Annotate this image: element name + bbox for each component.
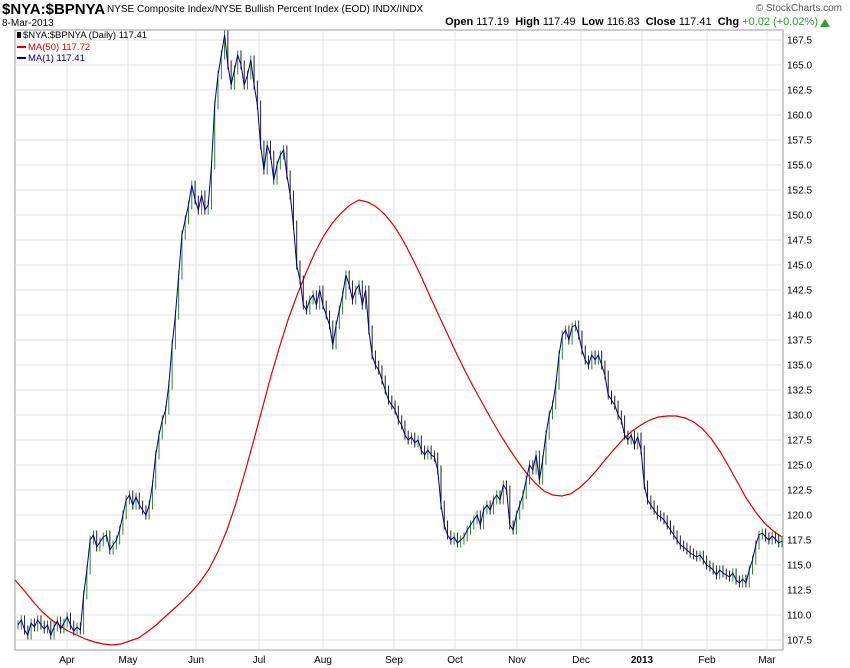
y-tick-label: 107.5: [787, 636, 812, 647]
x-tick-label: Nov: [508, 655, 526, 666]
legend-label-ratio: $NYA:$BPNYA (Daily) 117.41: [23, 30, 148, 41]
legend-item-ma50: MA(50) 117.72: [17, 42, 90, 53]
y-tick-label: 135.0: [787, 361, 812, 372]
y-tick-label: 140.0: [787, 311, 812, 322]
legend-label-ma1: MA(1) 117.41: [28, 53, 85, 64]
y-tick-label: 120.0: [787, 511, 812, 522]
y-tick-label: 137.5: [787, 336, 812, 347]
y-tick-label: 145.0: [787, 261, 812, 272]
legend-item-ratio: $NYA:$BPNYA (Daily) 117.41: [17, 30, 147, 41]
y-tick-label: 125.0: [787, 461, 812, 472]
y-tick-label: 117.5: [787, 536, 812, 547]
change-up-icon: [820, 19, 830, 27]
x-tick-label: Aug: [314, 655, 332, 666]
chart-description: NYSE Composite Index/NYSE Bullish Percen…: [107, 4, 424, 15]
y-tick-label: 130.0: [787, 411, 812, 422]
low-value: 116.83: [606, 16, 640, 28]
x-tick-label: Apr: [59, 655, 75, 666]
close-value: 117.41: [678, 16, 712, 28]
ohlc-readout: Open 117.19 High 117.49 Low 116.83 Close…: [445, 16, 818, 28]
y-tick-label: 112.5: [787, 586, 812, 597]
legend-swatch-ma1: [17, 57, 26, 60]
x-tick-label: May: [119, 655, 138, 666]
high-label: High: [515, 16, 540, 28]
open-label: Open: [445, 16, 474, 28]
x-tick-label: 2013: [631, 655, 654, 666]
chart-date: 8-Mar-2013: [2, 18, 54, 29]
legend-swatch-ma50: [17, 46, 26, 49]
open-value: 117.19: [476, 16, 510, 28]
chart-symbol: $NYA:$BPNYA: [2, 1, 106, 18]
ma1-line: [17, 34, 783, 637]
legend-swatch-ratio: [17, 32, 21, 39]
close-label: Close: [645, 16, 676, 28]
x-tick-label: Mar: [758, 655, 776, 666]
y-tick-label: 142.5: [787, 286, 812, 297]
x-tick-label: Jul: [253, 655, 266, 666]
ma50-line: [14, 199, 783, 646]
y-tick-label: 127.5: [787, 436, 812, 447]
y-tick-label: 157.5: [787, 136, 812, 147]
y-tick-label: 162.5: [787, 86, 812, 97]
y-tick-label: 150.0: [787, 211, 812, 222]
y-tick-label: 160.0: [787, 111, 812, 122]
low-label: Low: [581, 16, 604, 28]
x-tick-label: Dec: [572, 655, 590, 666]
y-tick-label: 110.0: [787, 611, 812, 622]
high-value: 117.49: [542, 16, 576, 28]
y-tick-label: 147.5: [787, 236, 812, 247]
y-tick-label: 155.0: [787, 161, 812, 172]
legend-label-ma50: MA(50) 117.72: [28, 42, 91, 53]
y-tick-label: 152.5: [787, 186, 812, 197]
x-tick-label: Feb: [698, 655, 716, 666]
legend-item-ma1: MA(1) 117.41: [17, 53, 85, 64]
chg-label: Chg: [717, 16, 740, 28]
y-tick-label: 167.5: [787, 36, 812, 47]
x-tick-label: Oct: [447, 655, 463, 666]
y-tick-label: 165.0: [787, 61, 812, 72]
y-tick-label: 132.5: [787, 386, 812, 397]
y-tick-label: 115.0: [787, 561, 812, 572]
x-tick-label: Jun: [188, 655, 204, 666]
brand-watermark: © StockCharts.com: [755, 3, 842, 14]
chg-value: +0.02 (+0.02%): [742, 16, 818, 28]
x-tick-label: Sep: [385, 655, 403, 666]
y-tick-label: 122.5: [787, 486, 812, 497]
